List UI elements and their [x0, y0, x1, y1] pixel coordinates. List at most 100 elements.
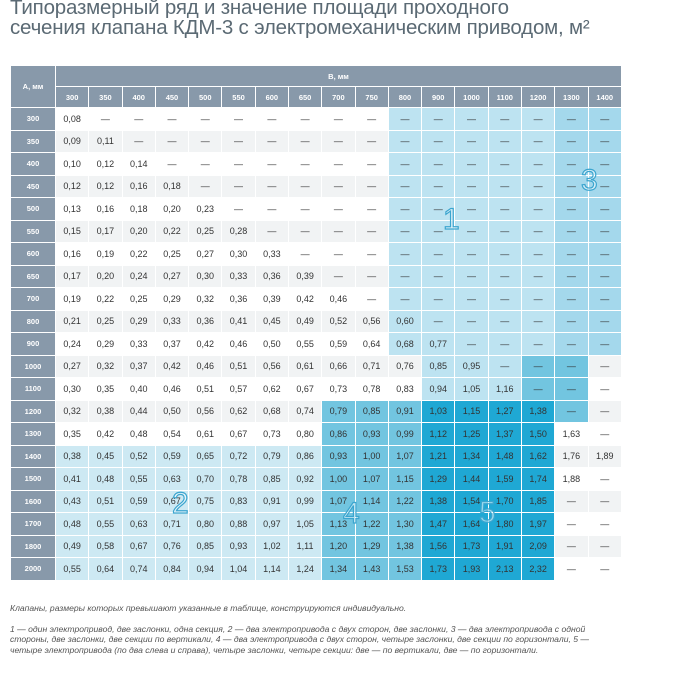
table-cell: 2,32	[520, 557, 556, 581]
table-cell: —	[88, 107, 123, 131]
table-cell: —	[254, 129, 289, 153]
table-cell: —	[387, 107, 423, 131]
table-cell: —	[587, 152, 622, 176]
table-cell: —	[587, 534, 622, 558]
table-cell: 1,91	[487, 534, 522, 558]
table-cell: —	[254, 197, 289, 221]
table-cell: —	[587, 129, 622, 153]
table-cell: 0,94	[188, 557, 223, 581]
table-cell: —	[487, 242, 522, 266]
table-cell: —	[554, 264, 589, 288]
table-cell: 0,41	[221, 309, 256, 333]
table-cell: —	[421, 242, 456, 266]
table-cell: —	[221, 197, 256, 221]
table-cell: 1,38	[520, 399, 556, 423]
table-cell: 0,17	[88, 219, 123, 243]
table-cell: —	[321, 264, 356, 288]
table-cell: 1,44	[454, 467, 489, 491]
table-cell: 0,21	[54, 309, 90, 333]
row-header-cell: 650	[10, 264, 56, 288]
column-header: 1100	[487, 86, 522, 108]
table-cell: 0,79	[254, 444, 289, 468]
table-cell: —	[421, 287, 456, 311]
table-cell: 0,51	[88, 489, 123, 513]
table-cell: —	[387, 242, 423, 266]
table-cell: 0,36	[188, 309, 223, 333]
table-cell: 0,24	[121, 264, 156, 288]
column-header: 550	[221, 86, 256, 108]
table-cell: 0,33	[121, 332, 156, 356]
column-header: 700	[321, 86, 356, 108]
table-cell: 0,27	[188, 242, 223, 266]
table-cell: 0,18	[154, 174, 190, 198]
table-cell: —	[587, 332, 622, 356]
table-cell: 0,70	[188, 467, 223, 491]
table-cell: 1,88	[554, 467, 589, 491]
table-cell: 0,86	[321, 422, 356, 446]
table-cell: —	[554, 197, 589, 221]
table-cell: 0,18	[121, 197, 156, 221]
table-cell: 0,67	[287, 377, 323, 401]
table-cell: 0,83	[387, 377, 423, 401]
table-cell: 1,05	[454, 377, 489, 401]
table-row: 1200 0,32 0,38 0,44 0,50 0,56 0,62 0,68 0,74 0,79…	[10, 399, 622, 423]
table-cell: 0,59	[121, 489, 156, 513]
column-header: 400	[121, 86, 156, 108]
table-cell: —	[354, 107, 389, 131]
table-cell: —	[387, 174, 423, 198]
table-cell: 0,33	[154, 309, 190, 333]
table-cell: 0,48	[54, 512, 90, 536]
table-cell: 1,59	[487, 467, 522, 491]
table-row: 2000 0,55 0,64 0,74 0,84 0,94 1,04 1,14 1,24 1,34…	[10, 557, 622, 581]
table-row: 1600 0,43 0,51 0,59 0,67 0,75 0,83 0,91 0,99 1,07…	[10, 489, 622, 513]
table-cell: —	[487, 197, 522, 221]
table-cell: 0,48	[121, 422, 156, 446]
table-cell: 0,73	[254, 422, 289, 446]
table-cell: —	[354, 264, 389, 288]
column-header: 1200	[520, 86, 556, 108]
table-cell: 0,42	[287, 287, 323, 311]
table-cell: 0,59	[321, 332, 356, 356]
table-cell: —	[520, 309, 556, 333]
table-cell: 1,29	[421, 467, 456, 491]
table-cell: 0,42	[88, 422, 123, 446]
row-header-cell: 900	[10, 332, 56, 356]
table-cell: 1,73	[454, 534, 489, 558]
row-header-cell: 1500	[10, 467, 56, 491]
table-cell: 0,20	[88, 264, 123, 288]
table-cell: —	[554, 174, 589, 198]
table-cell: 0,20	[154, 197, 190, 221]
table-cell: 0,55	[88, 512, 123, 536]
table-cell: —	[188, 129, 223, 153]
table-cell: 0,52	[121, 444, 156, 468]
table-row: 650 0,17 0,20 0,24 0,27 0,30 0,33 0,36 0,39— — — — —…	[10, 264, 622, 288]
table-cell: 1,53	[387, 557, 423, 581]
table-cell: —	[121, 129, 156, 153]
table-cell: —	[287, 197, 323, 221]
table-cell: 0,94	[421, 377, 456, 401]
table-cell: —	[421, 152, 456, 176]
table-cell: —	[254, 174, 289, 198]
table-cell: —	[520, 219, 556, 243]
table-cell: —	[154, 152, 190, 176]
table-cell: —	[554, 354, 589, 378]
table-cell: —	[487, 152, 522, 176]
table-row: 700 0,19 0,22 0,25 0,29 0,32 0,36 0,39 0,42 0,46—…	[10, 287, 622, 311]
table-cell: —	[454, 242, 489, 266]
row-header-cell: 400	[10, 152, 56, 176]
table-cell: —	[487, 107, 522, 131]
table-cell: 0,85	[254, 467, 289, 491]
table-cell: 0,78	[354, 377, 389, 401]
table-cell: 1,03	[421, 399, 456, 423]
table-cell: 0,12	[88, 174, 123, 198]
table-cell: 0,25	[121, 287, 156, 311]
table-cell: 0,37	[154, 332, 190, 356]
row-header-cell: 450	[10, 174, 56, 198]
table-cell: 0,61	[287, 354, 323, 378]
table-cell: —	[454, 309, 489, 333]
table-cell: 0,25	[88, 309, 123, 333]
table-cell: —	[554, 287, 589, 311]
row-header-cell: 600	[10, 242, 56, 266]
table-cell: —	[587, 467, 622, 491]
table-cell: 0,46	[154, 377, 190, 401]
